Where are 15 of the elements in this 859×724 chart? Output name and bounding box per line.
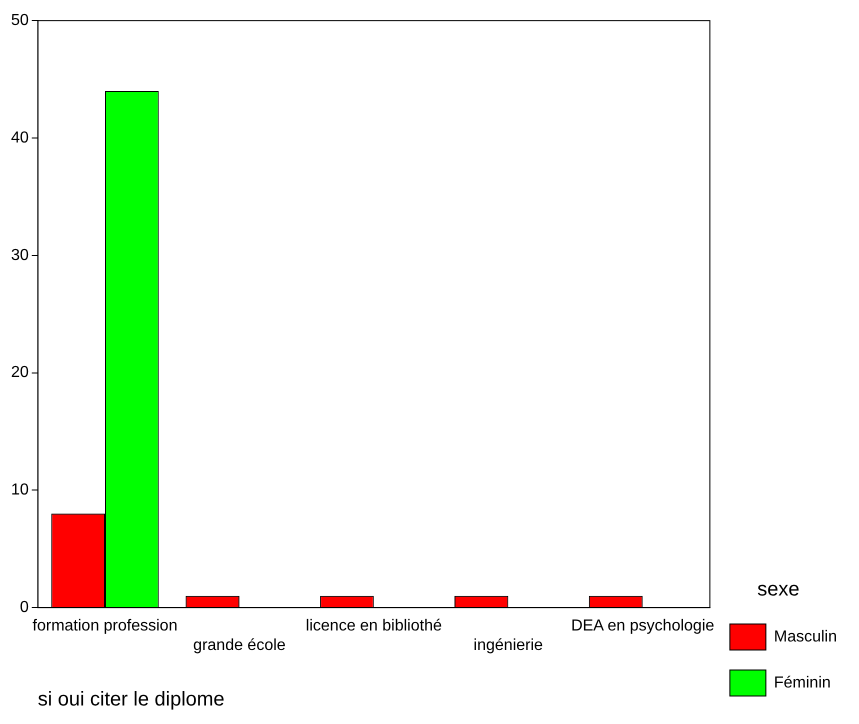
x-tick-label: ingénierie — [474, 636, 544, 654]
y-tick-label: 10 — [11, 482, 29, 499]
y-tick-label: 0 — [20, 599, 29, 616]
y-tick-label: 20 — [11, 364, 29, 382]
x-tick-label: DEA en psychologie — [571, 618, 714, 635]
x-tick-label: licence en bibliothé — [306, 618, 442, 635]
x-axis-title: si oui citer le diplome — [38, 688, 225, 711]
legend-title: sexe — [757, 578, 800, 601]
y-tick-label: 30 — [11, 246, 29, 264]
x-tick-label: grande école — [193, 636, 286, 654]
y-tick-label: 40 — [11, 129, 29, 146]
legend-label: Masculin — [774, 628, 838, 646]
x-tick-label: formation profession — [32, 618, 178, 635]
y-tick-label: 50 — [11, 12, 29, 30]
legend-label: Féminin — [774, 674, 831, 692]
